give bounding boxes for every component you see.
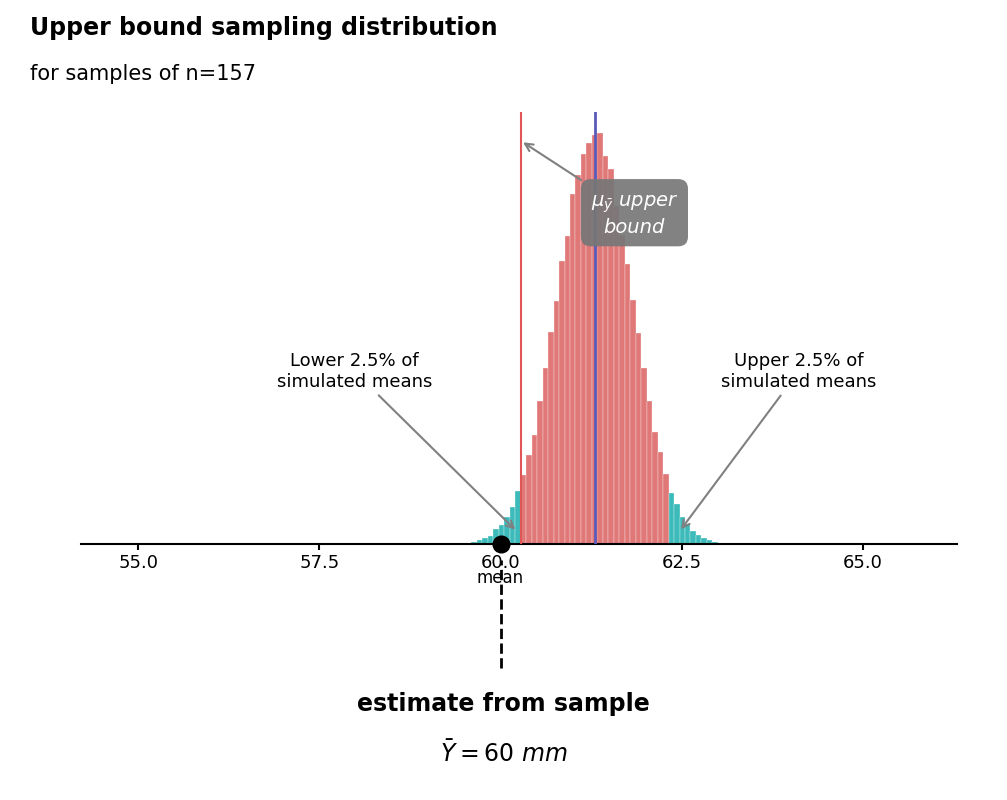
Bar — [575, 174, 581, 544]
Bar — [685, 524, 691, 544]
Bar — [493, 529, 498, 544]
Text: mean: mean — [477, 569, 524, 586]
Bar — [466, 542, 471, 544]
Text: Lower 2.5% of
simulated means: Lower 2.5% of simulated means — [277, 352, 514, 528]
Text: for samples of n=157: for samples of n=157 — [30, 64, 256, 84]
Text: $\mu_{\bar{y}}$ upper
bound: $\mu_{\bar{y}}$ upper bound — [525, 143, 679, 237]
Bar — [482, 538, 487, 544]
Text: estimate from sample: estimate from sample — [357, 692, 650, 716]
Bar — [603, 156, 608, 544]
Bar — [477, 540, 482, 544]
Bar — [516, 491, 521, 544]
Bar — [619, 234, 624, 544]
Bar — [674, 504, 680, 544]
Bar — [696, 535, 702, 544]
Bar — [548, 333, 554, 544]
Bar — [597, 133, 603, 544]
Bar — [592, 135, 597, 544]
Bar — [543, 368, 548, 544]
Bar — [554, 301, 559, 544]
Text: Upper bound sampling distribution: Upper bound sampling distribution — [30, 16, 497, 40]
Bar — [537, 401, 543, 544]
Bar — [669, 494, 674, 544]
Bar — [614, 206, 619, 544]
Bar — [460, 543, 466, 544]
Bar — [608, 169, 614, 544]
Bar — [641, 367, 646, 544]
Bar — [570, 194, 575, 544]
Bar — [505, 518, 510, 544]
Bar — [521, 474, 527, 544]
Bar — [510, 506, 516, 544]
Bar — [471, 542, 477, 544]
Bar — [581, 154, 586, 544]
Bar — [635, 333, 641, 544]
Bar — [646, 402, 653, 544]
Bar — [712, 542, 718, 544]
Bar — [680, 518, 685, 544]
Bar — [658, 452, 663, 544]
Bar — [586, 143, 592, 544]
Bar — [532, 435, 537, 544]
Bar — [718, 542, 723, 544]
Bar — [527, 455, 532, 544]
Bar — [559, 261, 565, 544]
Bar — [624, 264, 630, 544]
Bar — [663, 474, 669, 544]
Bar — [487, 536, 493, 544]
Bar — [723, 543, 729, 544]
Bar — [630, 300, 635, 544]
Bar — [498, 525, 505, 544]
Bar — [653, 432, 658, 544]
Text: Upper 2.5% of
simulated means: Upper 2.5% of simulated means — [683, 352, 876, 527]
Bar — [691, 531, 696, 544]
Bar — [702, 538, 707, 544]
Bar — [565, 236, 570, 544]
Text: $\bar{Y} = 60\ mm$: $\bar{Y} = 60\ mm$ — [440, 740, 567, 767]
Bar — [707, 540, 712, 544]
